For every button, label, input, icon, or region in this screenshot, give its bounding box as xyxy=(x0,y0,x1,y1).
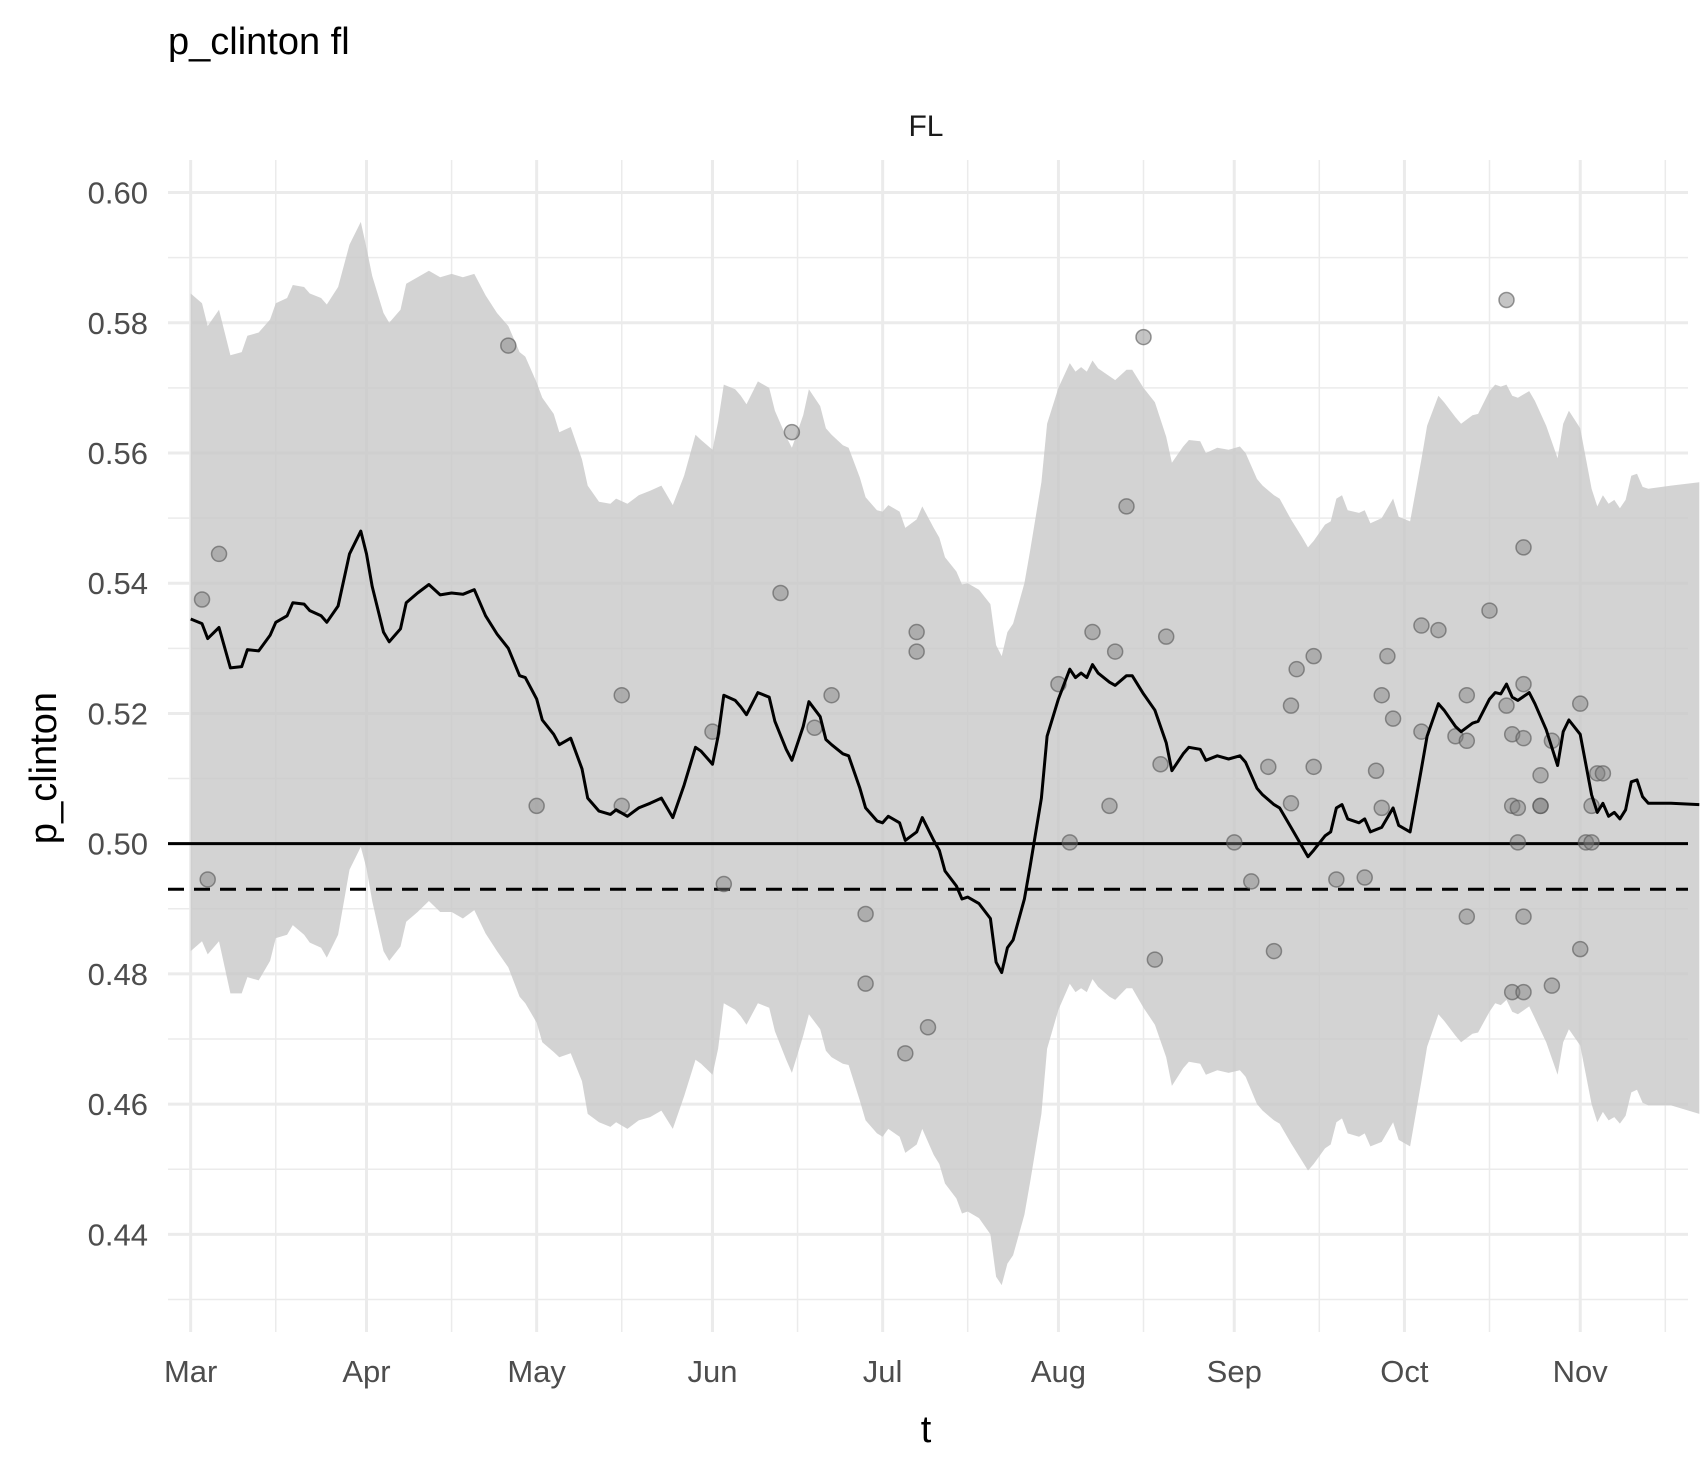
y-axis-ticks: 0.44 0.46 0.48 0.50 0.52 0.54 0.56 0.58 0.60 xyxy=(88,176,148,1253)
poll-point xyxy=(1458,686,1476,704)
poll-point xyxy=(1243,873,1260,890)
poll-point xyxy=(1118,498,1135,515)
x-tick-label: Mar xyxy=(164,1354,217,1389)
poll-point xyxy=(1509,834,1527,851)
poll-point xyxy=(1384,710,1402,727)
poll-point xyxy=(1594,765,1612,782)
reference-lines xyxy=(168,842,1688,891)
poll-point xyxy=(1515,729,1532,747)
poll-point xyxy=(1430,621,1447,639)
poll-point xyxy=(1328,871,1345,888)
x-tick-label: Jul xyxy=(863,1354,903,1389)
poll-point xyxy=(193,591,211,608)
y-tick-label: 0.58 xyxy=(88,306,148,341)
x-tick-label: Oct xyxy=(1380,1354,1429,1389)
poll-point xyxy=(1503,983,1521,1001)
poll-point xyxy=(1305,758,1322,776)
poll-point xyxy=(783,423,801,441)
poll-point xyxy=(1577,834,1595,851)
y-tick-label: 0.52 xyxy=(88,696,148,731)
poll-point xyxy=(1226,834,1243,851)
poll-point xyxy=(1260,758,1277,776)
y-tick-label: 0.54 xyxy=(88,566,148,601)
poll-point xyxy=(1288,660,1305,678)
estimate-line xyxy=(190,529,1700,975)
poll-point xyxy=(1515,983,1532,1001)
y-tick-label: 0.46 xyxy=(88,1087,148,1122)
poll-point xyxy=(500,337,517,354)
x-tick-label: Nov xyxy=(1553,1354,1609,1389)
poll-point xyxy=(1498,697,1515,714)
poll-point xyxy=(1152,755,1169,773)
poll-point xyxy=(1458,732,1476,750)
poll-point xyxy=(1515,908,1532,925)
poll-points xyxy=(193,291,1612,1062)
poll-point xyxy=(1373,686,1390,704)
poll-point xyxy=(857,905,874,923)
poll-point xyxy=(1135,328,1152,346)
poll-point xyxy=(908,623,925,641)
poll-point xyxy=(1305,647,1322,665)
x-tick-label: Jun xyxy=(687,1354,737,1389)
estimate-polyline xyxy=(190,529,1700,975)
poll-point xyxy=(1413,617,1430,634)
poll-point xyxy=(1571,695,1589,712)
poll-point xyxy=(1571,940,1589,958)
poll-point xyxy=(1532,767,1549,784)
poll-point xyxy=(1481,602,1498,619)
band-area xyxy=(190,221,1700,1286)
poll-point xyxy=(1583,834,1600,851)
x-tick-label: Apr xyxy=(342,1354,390,1389)
poll-point xyxy=(210,545,228,563)
poll-point xyxy=(1157,628,1175,645)
chart-title: p_clinton fl xyxy=(168,21,350,63)
y-tick-label: 0.48 xyxy=(88,957,148,992)
poll-point xyxy=(613,686,630,704)
poll-point xyxy=(1379,647,1396,665)
poll-point xyxy=(1282,795,1300,812)
facet-strip-label: FL xyxy=(908,110,943,143)
poll-point xyxy=(908,643,925,660)
x-tick-label: Aug xyxy=(1031,1354,1086,1389)
x-tick-label: Sep xyxy=(1207,1354,1262,1389)
poll-point xyxy=(1101,797,1118,815)
poll-point xyxy=(1498,291,1515,309)
poll-point xyxy=(1061,834,1079,851)
poll-point xyxy=(1515,675,1532,693)
confidence-band xyxy=(190,221,1700,1286)
poll-point xyxy=(1509,799,1527,817)
poll-point xyxy=(897,1045,914,1062)
x-axis-ticks: Mar Apr May Jun Jul Aug Sep Oct Nov xyxy=(164,1354,1608,1389)
poll-point xyxy=(715,875,733,893)
poll-point xyxy=(1373,799,1390,817)
poll-point xyxy=(528,797,545,815)
y-tick-label: 0.56 xyxy=(88,436,148,471)
y-tick-label: 0.60 xyxy=(88,176,148,211)
poll-point xyxy=(772,584,789,602)
y-tick-label: 0.44 xyxy=(88,1217,148,1252)
y-tick-label: 0.50 xyxy=(88,827,148,862)
poll-point xyxy=(1543,977,1561,994)
poll-point xyxy=(1084,623,1101,641)
x-tick-label: May xyxy=(507,1354,566,1389)
poll-point xyxy=(1367,762,1385,779)
poll-point xyxy=(1265,942,1283,960)
y-axis-title: p_clinton xyxy=(23,692,65,844)
poll-point xyxy=(1146,951,1164,968)
poll-point xyxy=(1106,643,1124,660)
poll-point xyxy=(1282,697,1300,714)
x-axis-title: t xyxy=(921,1409,932,1451)
poll-point xyxy=(1356,869,1373,886)
poll-point xyxy=(1532,797,1549,815)
poll-point xyxy=(199,871,216,888)
poll-point xyxy=(1458,908,1476,925)
poll-point xyxy=(857,975,874,992)
poll-point xyxy=(823,686,840,704)
poll-point xyxy=(1515,539,1532,556)
poll-point xyxy=(919,1019,937,1036)
poll-point xyxy=(806,719,823,737)
poll-point xyxy=(1589,765,1606,782)
